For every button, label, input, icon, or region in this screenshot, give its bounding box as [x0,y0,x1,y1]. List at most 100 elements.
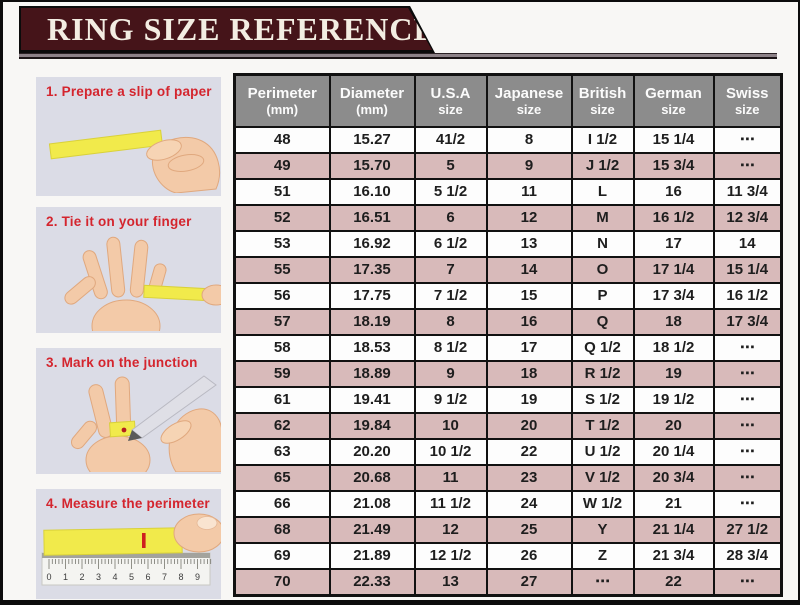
title-banner-fill: RING SIZE REFERENCE [21,8,432,50]
table-cell: 20.68 [328,464,416,492]
table-cell: 17 [632,230,715,258]
table-cell: 19 1/2 [632,386,715,414]
table-cell: 14 [712,230,783,258]
column-header-swiss: Swiss size [712,73,783,128]
pen-tip [128,430,142,441]
table-cell: 63 [233,438,331,466]
table-cell: ⋯ [570,568,635,597]
table-cell: 58 [233,334,331,362]
table-cell: 12 [485,204,573,232]
table-cell: 23 [485,464,573,492]
table-cell: 56 [233,282,331,310]
table-cell: 16.92 [328,230,416,258]
table-cell: R 1/2 [570,360,635,388]
table-cell: 16 1/2 [632,204,715,232]
table-cell: 20 [632,412,715,440]
ruler-number: 3 [96,572,101,582]
table-cell: 21.08 [328,490,416,518]
table-cell: 53 [233,230,331,258]
table-cell: 17 [485,334,573,362]
table-cell: 16.51 [328,204,416,232]
palm [85,435,151,472]
table-cell: 17 3/4 [712,308,783,336]
table-cell: J 1/2 [570,152,635,180]
ruler-edge [42,553,210,558]
table-cell: 6 1/2 [413,230,488,258]
table-cell: L [570,178,635,206]
column-header-japanese: Japanese size [485,73,573,128]
table-cell: 69 [233,542,331,570]
table-row: 48 15.27 41/2 8 I 1/2 15 1/4 ⋯ [233,126,783,154]
table-cell: 16 [485,308,573,336]
table-cell: 68 [233,516,331,544]
table-cell: 28 3/4 [712,542,783,570]
page-title: RING SIZE REFERENCE [47,10,436,47]
table-cell: 14 [485,256,573,284]
table-cell: 12 3/4 [712,204,783,232]
table-cell: 11 3/4 [712,178,783,206]
table-row: 52 16.51 6 12 M 16 1/2 12 3/4 [233,204,783,232]
table-row: 56 17.75 7 1/2 15 P 17 3/4 16 1/2 [233,282,783,310]
table-cell: Q 1/2 [570,334,635,362]
paper-slip [43,527,183,556]
table-row: 69 21.89 12 1/2 26 Z 21 3/4 28 3/4 [233,542,783,570]
marking-junction-illustration [70,375,221,472]
table-cell: 41/2 [413,126,488,154]
table-cell: 15 1/4 [712,256,783,284]
table-cell: 18 1/2 [632,334,715,362]
table-row: 55 17.35 7 14 O 17 1/4 15 1/4 [233,256,783,284]
table-row: 65 20.68 11 23 V 1/2 20 3/4 ⋯ [233,464,783,492]
step-label-2: 2. Tie it on your finger [46,214,192,229]
step-label-1: 1. Prepare a slip of paper [46,84,212,99]
table-cell: 16 [632,178,715,206]
table-cell: 18.89 [328,360,416,388]
table-cell: 22.33 [328,568,416,597]
size-table-body: 48 15.27 41/2 8 I 1/2 15 1/4 ⋯ 49 15.70 5 9 J 1/2 15… [233,126,783,597]
table-row: 49 15.70 5 9 J 1/2 15 3/4 ⋯ [233,152,783,180]
table-cell: ⋯ [712,490,783,518]
table-cell: 21.49 [328,516,416,544]
table-cell: 9 [485,152,573,180]
table-cell: 65 [233,464,331,492]
table-cell: 17.75 [328,282,416,310]
ruler-number: 2 [80,572,85,582]
table-cell: ⋯ [712,386,783,414]
table-cell: 5 1/2 [413,178,488,206]
table-cell: U 1/2 [570,438,635,466]
ring-size-table: Perimeter (mm) Diameter (mm) U.S.A size Japane… [233,73,783,597]
table-cell: 52 [233,204,331,232]
table-cell: M [570,204,635,232]
ruler-number: 9 [195,572,200,582]
table-cell: 62 [233,412,331,440]
thumb [70,420,97,450]
table-cell: ⋯ [712,334,783,362]
paper-slip [48,129,163,160]
table-cell: 18 [485,360,573,388]
table-cell: 24 [485,490,573,518]
table-cell: 21.89 [328,542,416,570]
ruler-scale: 0 1 2 3 4 5 6 7 8 9 [47,559,212,582]
table-cell: ⋯ [712,568,783,597]
table-cell: 10 [413,412,488,440]
table-cell: 25 [485,516,573,544]
step-label-4: 4. Measure the perimeter [46,496,210,511]
table-cell: T 1/2 [570,412,635,440]
table-cell: 19 [632,360,715,388]
finger [129,239,149,298]
table-cell: 7 [413,256,488,284]
table-cell: 55 [233,256,331,284]
table-cell: 17.35 [328,256,416,284]
table-row: 61 19.41 9 1/2 19 S 1/2 19 1/2 ⋯ [233,386,783,414]
table-row: 59 18.89 9 18 R 1/2 19 ⋯ [233,360,783,388]
table-cell: 15 3/4 [632,152,715,180]
table-cell: I 1/2 [570,126,635,154]
table-cell: 20 3/4 [632,464,715,492]
table-cell: 13 [485,230,573,258]
table-cell: 18 [632,308,715,336]
table-cell: 15 [485,282,573,310]
table-cell: S 1/2 [570,386,635,414]
table-cell: 11 [485,178,573,206]
table-cell: 10 1/2 [413,438,488,466]
table-cell: Y [570,516,635,544]
step-panel-3: 3. Mark on the junction [36,348,221,474]
